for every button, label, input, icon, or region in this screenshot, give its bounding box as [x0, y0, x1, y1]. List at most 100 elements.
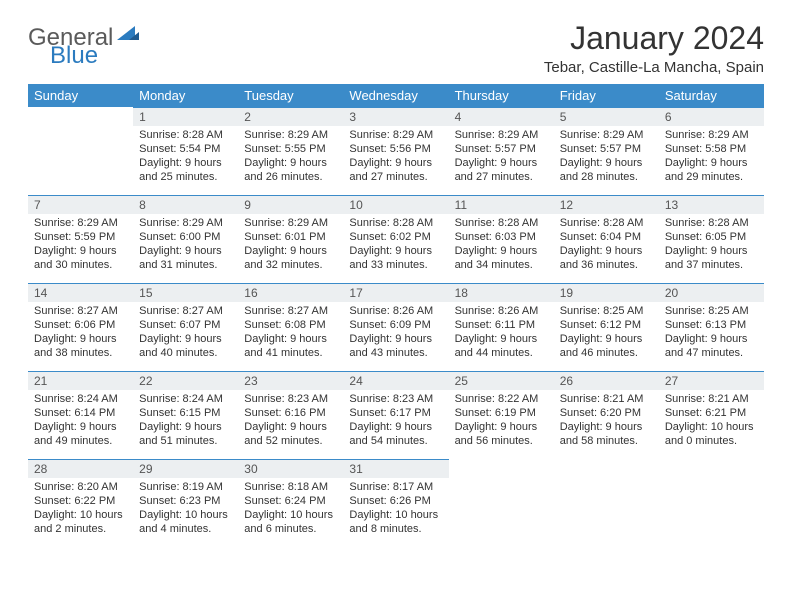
- day-detail-line: and 44 minutes.: [455, 346, 548, 360]
- day-detail-line: and 26 minutes.: [244, 170, 337, 184]
- calendar-cell: 15Sunrise: 8:27 AMSunset: 6:07 PMDayligh…: [133, 283, 238, 371]
- weekday-header: Monday: [133, 84, 238, 107]
- day-detail-line: Sunset: 5:56 PM: [349, 142, 442, 156]
- calendar-cell: 8Sunrise: 8:29 AMSunset: 6:00 PMDaylight…: [133, 195, 238, 283]
- day-detail-line: Sunrise: 8:23 AM: [244, 392, 337, 406]
- calendar-cell: 16Sunrise: 8:27 AMSunset: 6:08 PMDayligh…: [238, 283, 343, 371]
- day-detail-line: Sunset: 6:04 PM: [560, 230, 653, 244]
- day-number: 10: [343, 195, 448, 214]
- day-detail-line: Daylight: 9 hours: [560, 156, 653, 170]
- day-detail-line: and 4 minutes.: [139, 522, 232, 536]
- day-detail-line: and 56 minutes.: [455, 434, 548, 448]
- title-block: January 2024 Tebar, Castille-La Mancha, …: [544, 20, 764, 76]
- weekday-header: Friday: [554, 84, 659, 107]
- day-detail-line: Sunrise: 8:29 AM: [244, 216, 337, 230]
- day-detail-line: Daylight: 9 hours: [349, 332, 442, 346]
- day-details: Sunrise: 8:24 AMSunset: 6:15 PMDaylight:…: [133, 390, 238, 452]
- location-label: Tebar, Castille-La Mancha, Spain: [544, 59, 764, 76]
- day-detail-line: and 43 minutes.: [349, 346, 442, 360]
- day-detail-line: Sunset: 6:02 PM: [349, 230, 442, 244]
- calendar-cell: 11Sunrise: 8:28 AMSunset: 6:03 PMDayligh…: [449, 195, 554, 283]
- calendar-cell: 29Sunrise: 8:19 AMSunset: 6:23 PMDayligh…: [133, 459, 238, 547]
- calendar-cell: 26Sunrise: 8:21 AMSunset: 6:20 PMDayligh…: [554, 371, 659, 459]
- day-detail-line: Daylight: 9 hours: [560, 420, 653, 434]
- day-detail-line: and 34 minutes.: [455, 258, 548, 272]
- day-detail-line: Daylight: 9 hours: [455, 332, 548, 346]
- day-detail-line: and 30 minutes.: [34, 258, 127, 272]
- day-detail-line: Sunset: 6:21 PM: [665, 406, 758, 420]
- day-detail-line: Sunset: 6:05 PM: [665, 230, 758, 244]
- day-details: Sunrise: 8:26 AMSunset: 6:11 PMDaylight:…: [449, 302, 554, 364]
- day-detail-line: and 33 minutes.: [349, 258, 442, 272]
- calendar-cell: 25Sunrise: 8:22 AMSunset: 6:19 PMDayligh…: [449, 371, 554, 459]
- calendar-cell: [659, 459, 764, 547]
- day-detail-line: Sunset: 6:14 PM: [34, 406, 127, 420]
- day-detail-line: and 52 minutes.: [244, 434, 337, 448]
- day-number: 26: [554, 371, 659, 390]
- brand-logo-text: General Blue: [28, 26, 113, 68]
- day-number: 21: [28, 371, 133, 390]
- day-number: 5: [554, 107, 659, 126]
- day-number: 12: [554, 195, 659, 214]
- calendar-week-row: 1Sunrise: 8:28 AMSunset: 5:54 PMDaylight…: [28, 107, 764, 195]
- day-details: Sunrise: 8:24 AMSunset: 6:14 PMDaylight:…: [28, 390, 133, 452]
- day-detail-line: Daylight: 9 hours: [349, 244, 442, 258]
- day-detail-line: Sunset: 6:22 PM: [34, 494, 127, 508]
- calendar-head: SundayMondayTuesdayWednesdayThursdayFrid…: [28, 84, 764, 107]
- day-detail-line: Sunset: 6:13 PM: [665, 318, 758, 332]
- day-detail-line: and 31 minutes.: [139, 258, 232, 272]
- day-detail-line: and 37 minutes.: [665, 258, 758, 272]
- day-details: Sunrise: 8:29 AMSunset: 5:59 PMDaylight:…: [28, 214, 133, 276]
- calendar-cell: 14Sunrise: 8:27 AMSunset: 6:06 PMDayligh…: [28, 283, 133, 371]
- day-detail-line: Daylight: 9 hours: [244, 332, 337, 346]
- calendar-cell: 3Sunrise: 8:29 AMSunset: 5:56 PMDaylight…: [343, 107, 448, 195]
- calendar-body: 1Sunrise: 8:28 AMSunset: 5:54 PMDaylight…: [28, 107, 764, 547]
- day-number: 16: [238, 283, 343, 302]
- day-number: 22: [133, 371, 238, 390]
- day-detail-line: Sunrise: 8:27 AM: [139, 304, 232, 318]
- day-number: 3: [343, 107, 448, 126]
- day-number: 1: [133, 107, 238, 126]
- calendar-cell: 31Sunrise: 8:17 AMSunset: 6:26 PMDayligh…: [343, 459, 448, 547]
- calendar-cell: 22Sunrise: 8:24 AMSunset: 6:15 PMDayligh…: [133, 371, 238, 459]
- day-detail-line: Daylight: 9 hours: [349, 420, 442, 434]
- day-detail-line: Sunrise: 8:28 AM: [560, 216, 653, 230]
- calendar-cell: 9Sunrise: 8:29 AMSunset: 6:01 PMDaylight…: [238, 195, 343, 283]
- day-detail-line: Sunset: 6:17 PM: [349, 406, 442, 420]
- day-detail-line: Daylight: 9 hours: [139, 420, 232, 434]
- day-detail-line: and 27 minutes.: [349, 170, 442, 184]
- day-detail-line: Sunrise: 8:27 AM: [244, 304, 337, 318]
- day-detail-line: Sunrise: 8:20 AM: [34, 480, 127, 494]
- calendar-cell: 21Sunrise: 8:24 AMSunset: 6:14 PMDayligh…: [28, 371, 133, 459]
- calendar-cell: [554, 459, 659, 547]
- day-detail-line: Sunset: 6:01 PM: [244, 230, 337, 244]
- day-detail-line: Daylight: 10 hours: [34, 508, 127, 522]
- calendar-cell: 7Sunrise: 8:29 AMSunset: 5:59 PMDaylight…: [28, 195, 133, 283]
- day-detail-line: and 38 minutes.: [34, 346, 127, 360]
- day-number: 19: [554, 283, 659, 302]
- day-number: 17: [343, 283, 448, 302]
- day-detail-line: Sunrise: 8:28 AM: [665, 216, 758, 230]
- day-details: Sunrise: 8:18 AMSunset: 6:24 PMDaylight:…: [238, 478, 343, 540]
- day-details: Sunrise: 8:28 AMSunset: 5:54 PMDaylight:…: [133, 126, 238, 188]
- day-detail-line: Sunrise: 8:28 AM: [139, 128, 232, 142]
- day-number: 18: [449, 283, 554, 302]
- day-detail-line: Daylight: 10 hours: [665, 420, 758, 434]
- day-number: 6: [659, 107, 764, 126]
- day-detail-line: Sunset: 6:23 PM: [139, 494, 232, 508]
- day-details: Sunrise: 8:29 AMSunset: 5:58 PMDaylight:…: [659, 126, 764, 188]
- day-detail-line: Sunset: 6:16 PM: [244, 406, 337, 420]
- day-detail-line: and 58 minutes.: [560, 434, 653, 448]
- day-detail-line: Daylight: 9 hours: [34, 244, 127, 258]
- month-title: January 2024: [544, 20, 764, 57]
- day-number: 23: [238, 371, 343, 390]
- day-detail-line: Daylight: 9 hours: [244, 244, 337, 258]
- day-number: 30: [238, 459, 343, 478]
- day-detail-line: Sunset: 5:59 PM: [34, 230, 127, 244]
- calendar-cell: 19Sunrise: 8:25 AMSunset: 6:12 PMDayligh…: [554, 283, 659, 371]
- day-number: 20: [659, 283, 764, 302]
- day-number: 31: [343, 459, 448, 478]
- calendar-cell: 30Sunrise: 8:18 AMSunset: 6:24 PMDayligh…: [238, 459, 343, 547]
- day-detail-line: Daylight: 9 hours: [34, 332, 127, 346]
- day-detail-line: Sunrise: 8:28 AM: [455, 216, 548, 230]
